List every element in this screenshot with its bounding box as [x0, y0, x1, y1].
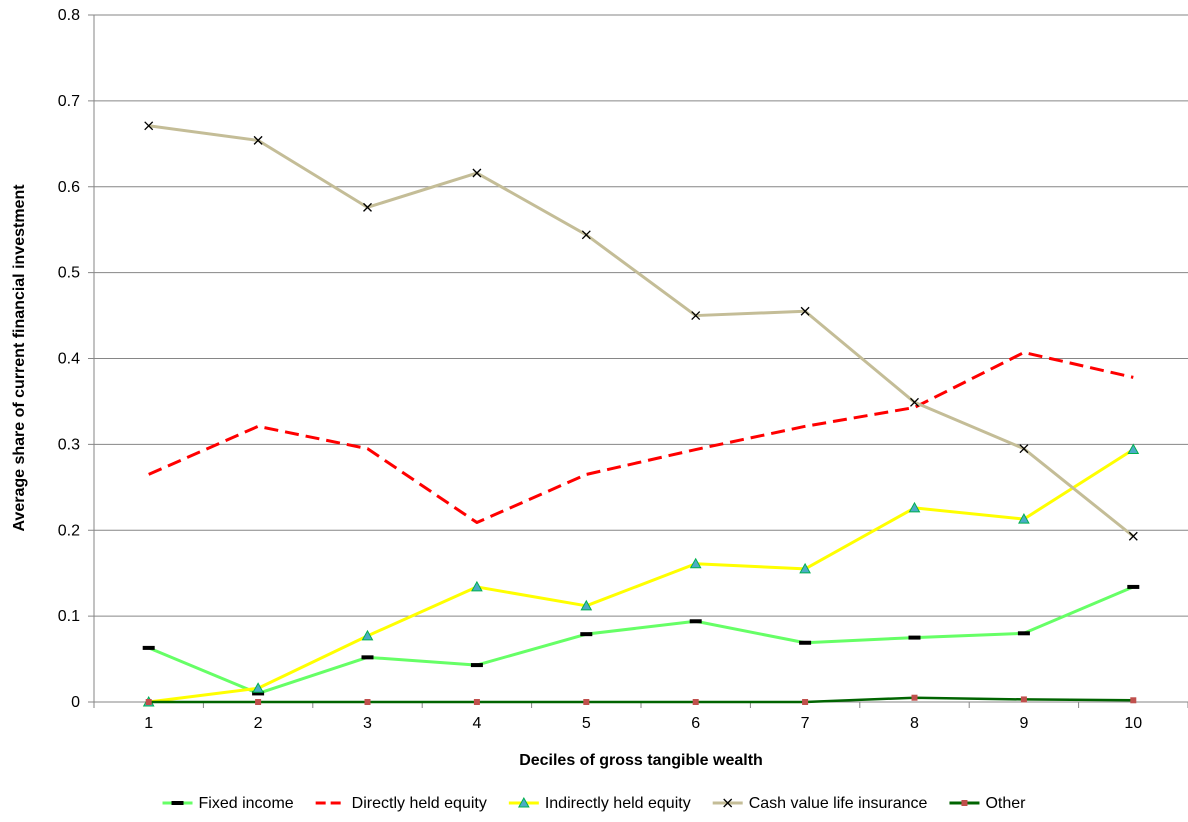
data-point-other [1020, 696, 1027, 703]
x-tick-label: 9 [1019, 715, 1028, 732]
data-point-cash-value-life-insurance [1128, 531, 1138, 541]
data-point-cash-value-life-insurance [800, 306, 810, 316]
x-tick-label: 2 [254, 715, 263, 732]
series-indirectly-held-equity [142, 443, 1140, 707]
y-tick-label: 0.1 [58, 608, 80, 625]
x-tick-label: 7 [801, 715, 810, 732]
y-tick-label: 0.8 [58, 7, 80, 24]
legend-item-fixed-income: Fixed income [162, 795, 294, 812]
series-line-other [148, 696, 1134, 704]
data-point-fixed-income [689, 619, 702, 624]
data-point-indirectly-held-equity [580, 599, 593, 611]
data-point-indirectly-held-equity [1127, 443, 1140, 455]
legend-label: Indirectly held equity [545, 795, 691, 812]
data-point-fixed-income [142, 645, 155, 650]
data-point-indirectly-held-equity [799, 562, 811, 574]
legend-marker [961, 800, 968, 806]
series-layer [142, 121, 1140, 707]
data-point-cash-value-life-insurance [253, 135, 263, 145]
y-tick-label: 0.5 [58, 265, 80, 282]
legend-label: Fixed income [199, 795, 294, 812]
series-line-cash-value-life-insurance [148, 124, 1135, 538]
series-fixed-income [142, 584, 1140, 696]
series-line-indirectly-held-equity [148, 448, 1135, 704]
data-point-fixed-income [1127, 584, 1140, 589]
series-other [145, 694, 1137, 705]
legend-marker [517, 796, 530, 808]
data-point-other [255, 699, 262, 705]
x-axis-title: Deciles of gross tangible wealth [519, 752, 763, 769]
series-directly-held-equity [148, 350, 1134, 525]
data-point-fixed-income [799, 640, 812, 645]
legend-label: Cash value life insurance [749, 795, 928, 812]
data-point-fixed-income [470, 663, 483, 668]
data-point-cash-value-life-insurance [581, 230, 591, 240]
y-tick-label: 0.7 [58, 93, 80, 110]
data-point-cash-value-life-insurance [144, 121, 154, 131]
x-tick-label: 6 [691, 715, 700, 732]
y-tick-label: 0.4 [58, 351, 80, 368]
legend-item-cash-value-life-insurance: Cash value life insurance [712, 795, 928, 812]
x-tick-label: 1 [144, 715, 153, 732]
series-line-directly-held-equity [148, 350, 1134, 525]
data-point-other [583, 699, 590, 705]
legend-label: Other [985, 795, 1026, 812]
data-point-fixed-income [1017, 631, 1030, 636]
data-point-fixed-income [908, 635, 921, 640]
data-point-indirectly-held-equity [908, 501, 921, 513]
data-point-other [364, 699, 371, 705]
legend: Fixed income Directly held equity Indirect… [162, 795, 1026, 812]
data-point-cash-value-life-insurance [472, 168, 482, 178]
x-tick-label: 10 [1124, 715, 1142, 732]
data-point-cash-value-life-insurance [1019, 444, 1029, 454]
x-tick-label: 4 [472, 715, 481, 732]
data-point-fixed-income [252, 691, 265, 696]
legend-item-directly-held-equity: Directly held equity [315, 795, 487, 812]
x-tick-label: 5 [582, 715, 591, 732]
data-point-other [145, 699, 152, 705]
data-point-other [692, 699, 699, 705]
y-tick-label: 0.6 [58, 179, 80, 196]
series-cash-value-life-insurance [144, 121, 1138, 541]
legend-item-other: Other [949, 795, 1026, 812]
data-point-other [473, 699, 480, 705]
data-point-other [1130, 697, 1137, 704]
y-tick-label: 0.3 [58, 436, 80, 453]
data-point-fixed-income [580, 632, 593, 637]
y-tick-label: 0.2 [58, 522, 80, 539]
y-axis-title: Average share of current financial inves… [11, 184, 28, 532]
legend-item-indirectly-held-equity: Indirectly held equity [508, 795, 691, 812]
data-point-indirectly-held-equity [1018, 513, 1030, 524]
data-point-indirectly-held-equity [689, 557, 702, 569]
data-point-indirectly-held-equity [252, 682, 264, 693]
data-point-cash-value-life-insurance [910, 397, 919, 407]
x-tick-label: 3 [363, 715, 372, 732]
data-point-cash-value-life-insurance [363, 202, 372, 212]
y-axis-ticks: 0 0.1 0.2 0.3 0.4 0.5 0.6 0.7 0.8 [58, 7, 94, 711]
legend-marker [723, 798, 733, 808]
legend-marker [171, 801, 184, 805]
x-tick-label: 8 [910, 715, 919, 732]
y-tick-label: 0 [71, 694, 80, 711]
data-point-indirectly-held-equity [471, 580, 483, 592]
data-point-other [911, 694, 918, 701]
gridlines [94, 14, 1188, 617]
series-line-fixed-income [148, 585, 1134, 695]
legend-label: Directly held equity [352, 795, 487, 812]
x-axis-ticks: 1 2 3 4 5 6 7 8 9 10 [93, 702, 1188, 732]
data-point-cash-value-life-insurance [691, 311, 701, 321]
data-point-other [802, 699, 809, 705]
data-point-indirectly-held-equity [361, 629, 374, 641]
data-point-fixed-income [361, 655, 374, 660]
